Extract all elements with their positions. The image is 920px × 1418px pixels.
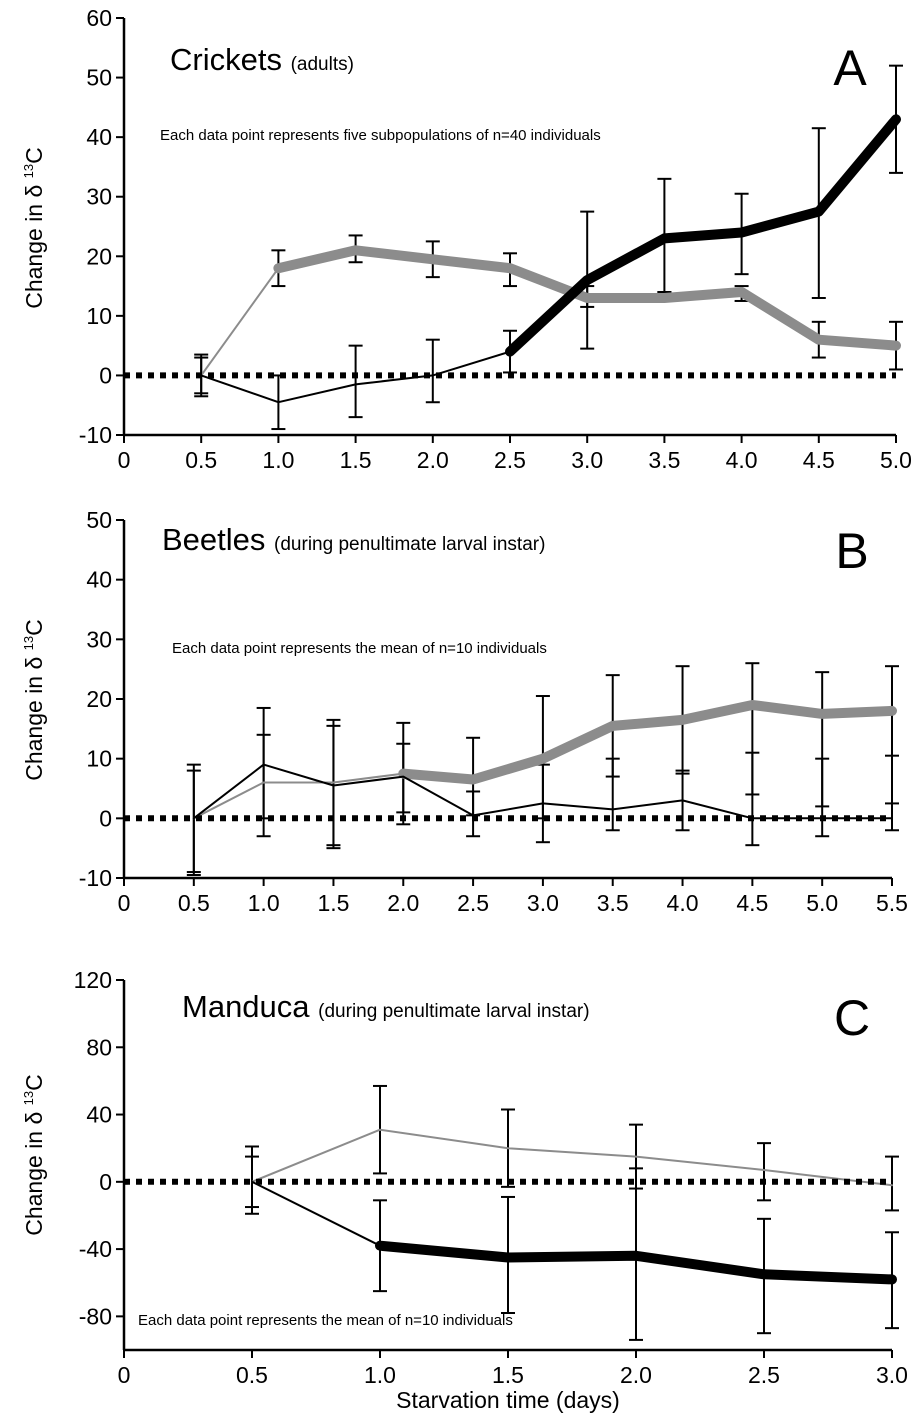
x-tick-label: 0.5 [236,1362,268,1388]
panel-title-sub: (during penultimate larval instar) [318,1001,589,1022]
y-tick-label: 0 [99,1169,112,1195]
panel-title: Manduca (during penultimate larval insta… [182,989,590,1024]
x-tick-label: 0 [118,447,131,473]
x-tick-label: 1.0 [364,1362,396,1388]
y-tick-label: -10 [79,422,112,448]
y-axis-label-superscript: 13 [21,1091,36,1105]
x-tick-label: 1.5 [317,890,349,916]
y-tick-label: 0 [99,362,112,388]
x-tick-label: 0.5 [178,890,210,916]
y-tick-label: 30 [86,626,112,652]
panel-annotation: Each data point represents five subpopul… [160,127,601,144]
y-tick-label: 30 [86,184,112,210]
panel-a: Crickets (adults) Each data point repres… [21,5,912,473]
y-axis-label-text: Change in δ [21,1105,47,1235]
series-line [251,1180,381,1247]
x-tick-label: 1.5 [340,447,372,473]
y-axis-label-text: Change in δ [21,650,47,780]
x-tick-label: 2.0 [387,890,419,916]
x-tick-label: 0 [118,890,131,916]
y-tick-label: 60 [86,5,112,31]
x-tick-label: 3.0 [527,890,559,916]
y-axis-label-text: Change in δ [21,178,47,308]
y-tick-label: 50 [86,507,112,533]
series-line [505,114,901,357]
x-tick-label: 3.5 [597,890,629,916]
series-line [251,1128,893,1187]
x-axis-label: Starvation time (days) [396,1387,620,1413]
panel-c: Manduca (during penultimate larval insta… [21,967,908,1413]
y-tick-label: -10 [79,865,112,891]
panel-letter: B [835,523,868,579]
series-line [273,245,901,351]
x-tick-label: 3.0 [876,1362,908,1388]
y-tick-label: 120 [74,967,112,993]
x-tick-label: 1.0 [262,447,294,473]
x-tick-label: 4.5 [803,447,835,473]
y-axis-label-superscript: 13 [21,164,36,178]
x-tick-label: 0 [118,1362,131,1388]
series-line [200,350,511,404]
y-tick-label: 80 [86,1034,112,1060]
x-tick-label: 5.5 [876,890,908,916]
y-tick-label: 20 [86,243,112,269]
x-tick-label: 2.0 [620,1362,652,1388]
y-tick-label: 40 [86,124,112,150]
x-tick-label: 5.0 [806,890,838,916]
x-tick-label: 4.5 [736,890,768,916]
series-line [375,1240,897,1285]
y-tick-label: 20 [86,686,112,712]
x-tick-label: 5.0 [880,447,912,473]
x-tick-label: 1.0 [248,890,280,916]
x-tick-label: 4.0 [667,890,699,916]
panel-annotation: Each data point represents the mean of n… [172,640,547,657]
y-axis-label-superscript: 13 [21,636,36,650]
series-line [398,700,897,785]
panel-letter: C [834,990,870,1046]
panel-title-main: Crickets [170,42,282,77]
y-axis-label-element: C [21,1074,47,1091]
panel-title-main: Beetles [162,522,265,557]
y-axis-label: Change in δ 13C [21,147,47,309]
series-line [192,772,405,820]
panel-annotation: Each data point represents the mean of n… [138,1312,513,1329]
panel-title: Beetles (during penultimate larval insta… [162,522,545,557]
x-tick-label: 3.5 [648,447,680,473]
y-axis-label: Change in δ 13C [21,619,47,781]
y-tick-label: 50 [86,65,112,91]
x-tick-label: 1.5 [492,1362,524,1388]
x-tick-label: 2.5 [748,1362,780,1388]
y-tick-label: 40 [86,567,112,593]
panel-title-sub: (during penultimate larval instar) [274,534,545,555]
y-tick-label: 40 [86,1102,112,1128]
x-tick-label: 2.5 [494,447,526,473]
y-tick-label: 10 [86,746,112,772]
y-axis-label-element: C [21,619,47,636]
panel-title-main: Manduca [182,989,310,1024]
panel-title: Crickets (adults) [170,42,354,77]
panel-letter: A [833,40,867,96]
y-axis-label: Change in δ 13C [21,1074,47,1236]
y-tick-label: -40 [79,1236,112,1262]
x-tick-label: 3.0 [571,447,603,473]
x-tick-label: 0.5 [185,447,217,473]
panel-b: Beetles (during penultimate larval insta… [21,507,908,916]
x-tick-label: 2.5 [457,890,489,916]
x-tick-label: 2.0 [417,447,449,473]
series-line [200,267,280,377]
x-tick-label: 4.0 [726,447,758,473]
y-tick-label: 0 [99,805,112,831]
y-tick-label: -80 [79,1303,112,1329]
y-axis-label-element: C [21,147,47,164]
y-tick-label: 10 [86,303,112,329]
panel-title-sub: (adults) [291,54,354,75]
